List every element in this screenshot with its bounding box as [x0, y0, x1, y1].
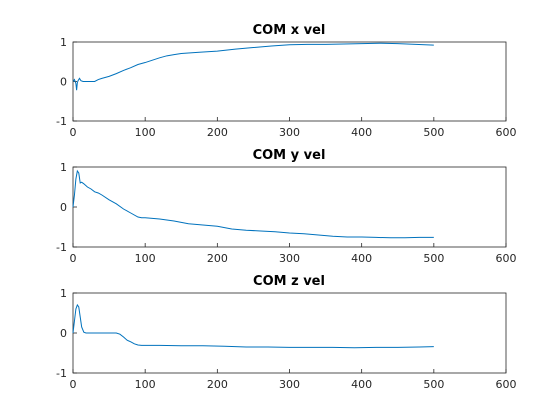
x-tick-label: 200: [207, 252, 228, 265]
series-line: [72, 42, 434, 91]
x-tick-label: 600: [496, 252, 517, 265]
subplot-title: COM y vel: [253, 148, 326, 163]
y-tick-label: 0: [60, 76, 67, 89]
y-tick-label: -1: [56, 367, 67, 380]
y-tick-label: 0: [60, 327, 67, 340]
y-tick-label: 0: [60, 201, 67, 214]
x-tick-label: 500: [423, 378, 444, 391]
x-tick-label: 300: [279, 378, 300, 391]
tick-layer: 0 100 200 300 400 500 600-101: [56, 36, 516, 139]
x-tick-label: 600: [496, 378, 517, 391]
x-tick-label: 0: [70, 252, 77, 265]
x-tick-label: 100: [135, 252, 156, 265]
subplot-title: COM z vel: [253, 274, 325, 289]
x-tick-label: 400: [351, 378, 372, 391]
y-tick-label: 1: [60, 36, 67, 49]
x-tick-label: 400: [351, 126, 372, 139]
subplot-com-x-vel: COM x vel 0 100 200 300 400 500 600-101: [56, 23, 516, 139]
subplot-com-z-vel: COM z vel 0 100 200 300 400 500 600-101: [56, 274, 516, 391]
y-tick-label: 1: [60, 161, 67, 174]
x-tick-label: 200: [207, 126, 228, 139]
tick-layer: 0 100 200 300 400 500 600-101: [56, 161, 516, 265]
x-tick-label: 500: [423, 252, 444, 265]
x-tick-label: 600: [496, 126, 517, 139]
subplot-title: COM x vel: [253, 23, 326, 38]
x-tick-label: 0: [70, 126, 77, 139]
y-tick-label: -1: [56, 115, 67, 128]
x-tick-label: 100: [135, 378, 156, 391]
y-tick-label: -1: [56, 241, 67, 254]
tick-layer: 0 100 200 300 400 500 600-101: [56, 287, 516, 391]
subplot-com-y-vel: COM y vel 0 100 200 300 400 500 600-101: [56, 148, 516, 265]
x-tick-label: 0: [70, 378, 77, 391]
x-tick-label: 500: [423, 126, 444, 139]
y-tick-label: 1: [60, 287, 67, 300]
series-line: [72, 169, 434, 239]
x-tick-label: 400: [351, 252, 372, 265]
x-tick-label: 200: [207, 378, 228, 391]
x-tick-label: 100: [135, 126, 156, 139]
x-tick-label: 300: [279, 252, 300, 265]
x-tick-label: 300: [279, 126, 300, 139]
series-line: [72, 303, 434, 349]
